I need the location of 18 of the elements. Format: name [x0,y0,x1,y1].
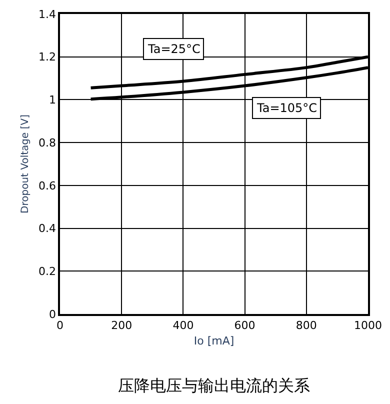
y-tick-label: 0 [49,308,56,321]
x-tick-label: 1000 [354,318,382,332]
y-axis-title: Dropout Voltage [V] [20,114,32,214]
y-tick-label: 1.2 [38,50,56,64]
series-label: Ta=25°C [147,42,200,56]
x-tick-label: 600 [234,318,256,332]
y-tick-label: 0.2 [38,264,56,278]
y-tick-label: 0.8 [38,136,56,150]
series-label: Ta=105°C [256,101,318,115]
x-axis-title: Io [mA] [194,334,234,348]
x-tick-label: 200 [111,318,132,332]
x-tick-label: 800 [296,318,317,332]
y-tick-label: 1 [49,94,56,107]
y-tick-label: 1.4 [38,8,56,21]
text: 压降电压与输出电流的关系 [118,376,310,395]
y-tick-label: 0.4 [38,222,56,236]
y-tick-label: 0.6 [38,179,56,192]
x-tick-label: 400 [172,318,194,332]
